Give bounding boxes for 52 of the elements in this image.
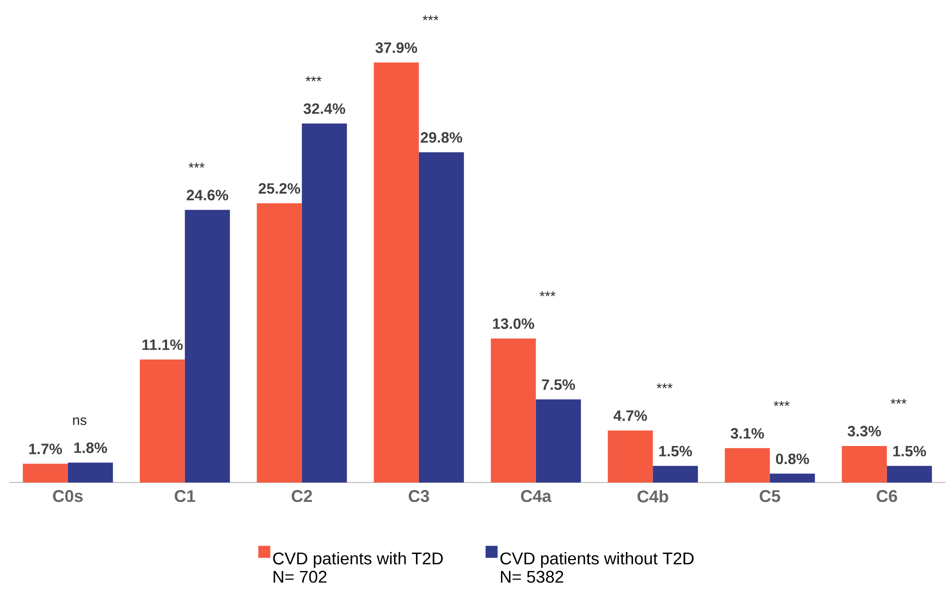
bar	[256, 203, 302, 483]
data-label: 24.6%	[186, 190, 228, 200]
x-tick-label: C1	[174, 490, 196, 502]
bar	[770, 474, 815, 483]
bar	[22, 464, 68, 483]
annotation: ***	[656, 383, 672, 388]
bar	[536, 399, 581, 483]
data-label: 7.5%	[542, 379, 576, 390]
x-tick-label: C0s	[53, 490, 83, 502]
annotation: ***	[188, 162, 204, 168]
bar	[608, 430, 653, 483]
bar	[302, 123, 347, 483]
bar	[374, 62, 419, 483]
legend-label: CVD patients with T2D	[273, 552, 443, 568]
x-tick-label: C4a	[521, 490, 552, 502]
data-label: 25.2%	[258, 183, 300, 194]
text: N= 5382	[500, 570, 564, 583]
bar	[140, 360, 185, 483]
bar	[842, 446, 887, 483]
text: N= 702	[274, 570, 326, 583]
data-label: 11.1%	[142, 340, 183, 350]
annotation: ***	[890, 398, 906, 404]
data-label: 3.1%	[730, 428, 764, 439]
data-label: 0.8%	[776, 454, 810, 464]
data-label: 13.0%	[493, 318, 534, 329]
data-label: 29.8%	[420, 132, 462, 143]
data-label: 1.5%	[893, 446, 926, 456]
bar	[652, 466, 698, 483]
data-label: 32.4%	[304, 103, 346, 114]
bar	[886, 466, 932, 483]
x-tick-label: C2	[292, 490, 312, 502]
bar	[418, 152, 464, 483]
data-label: 37.9%	[376, 42, 418, 54]
x-tick-label: C3	[408, 490, 430, 502]
text: ***	[422, 15, 438, 20]
annotation: ***	[774, 401, 790, 406]
data-label: 4.7%	[614, 410, 647, 421]
bar	[184, 210, 230, 483]
data-label: 3.3%	[848, 426, 881, 436]
bar	[724, 448, 770, 483]
bar	[68, 462, 113, 483]
x-tick-label: C6	[876, 490, 898, 502]
annotation: ***	[540, 291, 556, 296]
data-label: 1.5%	[659, 446, 692, 456]
annotation: ***	[306, 76, 322, 82]
data-label: 1.8%	[74, 442, 108, 454]
x-tick-label: C4b	[638, 490, 668, 503]
annotation: ns	[73, 417, 86, 426]
bar	[490, 338, 536, 483]
data-label: 1.7%	[29, 444, 62, 454]
x-tick-label: C5	[760, 490, 780, 502]
legend-label: CVD patients without T2D	[500, 552, 694, 568]
